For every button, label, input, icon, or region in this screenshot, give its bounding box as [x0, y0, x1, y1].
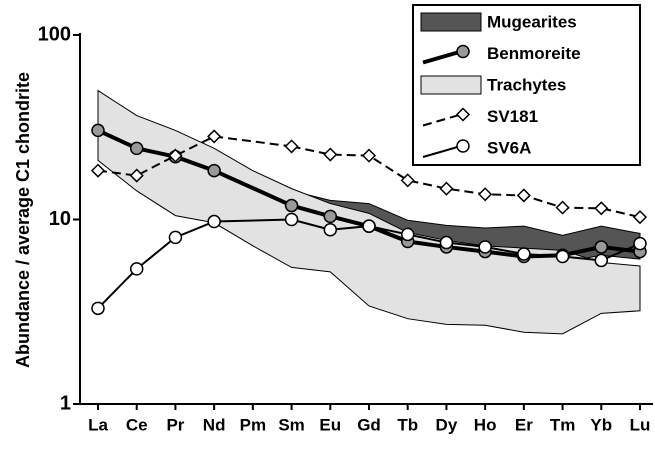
series-line-bridge [214, 135, 292, 148]
x-tick-label: Eu [319, 415, 341, 434]
data-point [284, 139, 299, 154]
y-tick-label: 10 [49, 208, 71, 230]
data-point [323, 147, 338, 162]
x-tick-label: Sm [278, 415, 304, 434]
data-point [323, 209, 338, 224]
data-point [594, 253, 609, 268]
data-point [129, 141, 144, 156]
x-tick-label: Pm [240, 415, 266, 434]
x-tick-label: Ho [474, 415, 497, 434]
series-line [97, 128, 215, 173]
legend: Mugearites Benmoreite Trachytes SV181 SV6A [412, 4, 641, 166]
legend-swatch [420, 75, 482, 95]
data-point [633, 236, 647, 251]
series-line [97, 135, 215, 177]
legend-label: SV6A [487, 138, 531, 157]
data-point [516, 188, 531, 203]
legend-marker [456, 44, 470, 59]
data-point [478, 240, 492, 254]
data-point [594, 201, 609, 216]
series-line-bridge [214, 218, 292, 223]
data-point [362, 219, 376, 233]
legend-line [422, 113, 462, 127]
x-tick-label: Gd [357, 415, 381, 434]
x-tick-label: Tb [397, 415, 418, 434]
legend-line [422, 49, 462, 65]
series-line [97, 220, 215, 310]
data-point [555, 200, 570, 215]
data-point [168, 230, 183, 245]
series-line-bridge [213, 168, 293, 208]
data-point [400, 173, 415, 188]
data-point [284, 212, 299, 227]
legend-label: SV181 [487, 107, 538, 126]
data-point [478, 187, 493, 202]
y-tick-label: 1 [60, 392, 71, 414]
data-point [439, 181, 454, 196]
series-line [291, 145, 641, 219]
x-tick-label: La [88, 415, 108, 434]
series-line [291, 203, 641, 259]
x-tick-label: Nd [203, 415, 226, 434]
data-point [91, 301, 105, 316]
x-tick-label: Dy [436, 415, 458, 434]
x-tick-label: Pr [166, 415, 184, 434]
data-point [207, 214, 221, 229]
data-point [207, 163, 221, 178]
data-point [439, 235, 454, 250]
x-tick-label: Lu [630, 415, 651, 434]
data-point [323, 222, 338, 237]
x-tick-label: Tm [550, 415, 576, 434]
legend-line [422, 145, 462, 158]
data-point [555, 249, 570, 264]
y-tick-label: 100 [38, 23, 71, 45]
data-point [400, 227, 415, 242]
data-point [594, 240, 609, 254]
data-point [168, 148, 183, 163]
data-point [90, 163, 106, 178]
data-point [91, 123, 105, 138]
legend-label: Mugearites [487, 12, 577, 31]
x-tick-label: Ce [126, 415, 148, 434]
data-point [129, 262, 144, 276]
x-tick-label: Yb [590, 415, 612, 434]
data-point [284, 198, 299, 213]
data-point [517, 247, 531, 261]
legend-label: Trachytes [487, 75, 566, 94]
lines [90, 123, 648, 316]
data-point [361, 148, 377, 163]
data-point [207, 129, 222, 144]
data-point [632, 210, 648, 225]
range-band [97, 89, 641, 335]
legend-marker [455, 107, 471, 122]
legend-label: Benmoreite [487, 44, 581, 63]
series-line [291, 218, 641, 262]
data-point [129, 168, 144, 183]
x-tick-label: Er [515, 415, 533, 434]
legend-marker [456, 139, 470, 153]
y-axis-label: Abundance / average C1 chondrite [13, 72, 33, 368]
legend-swatch [420, 12, 482, 32]
